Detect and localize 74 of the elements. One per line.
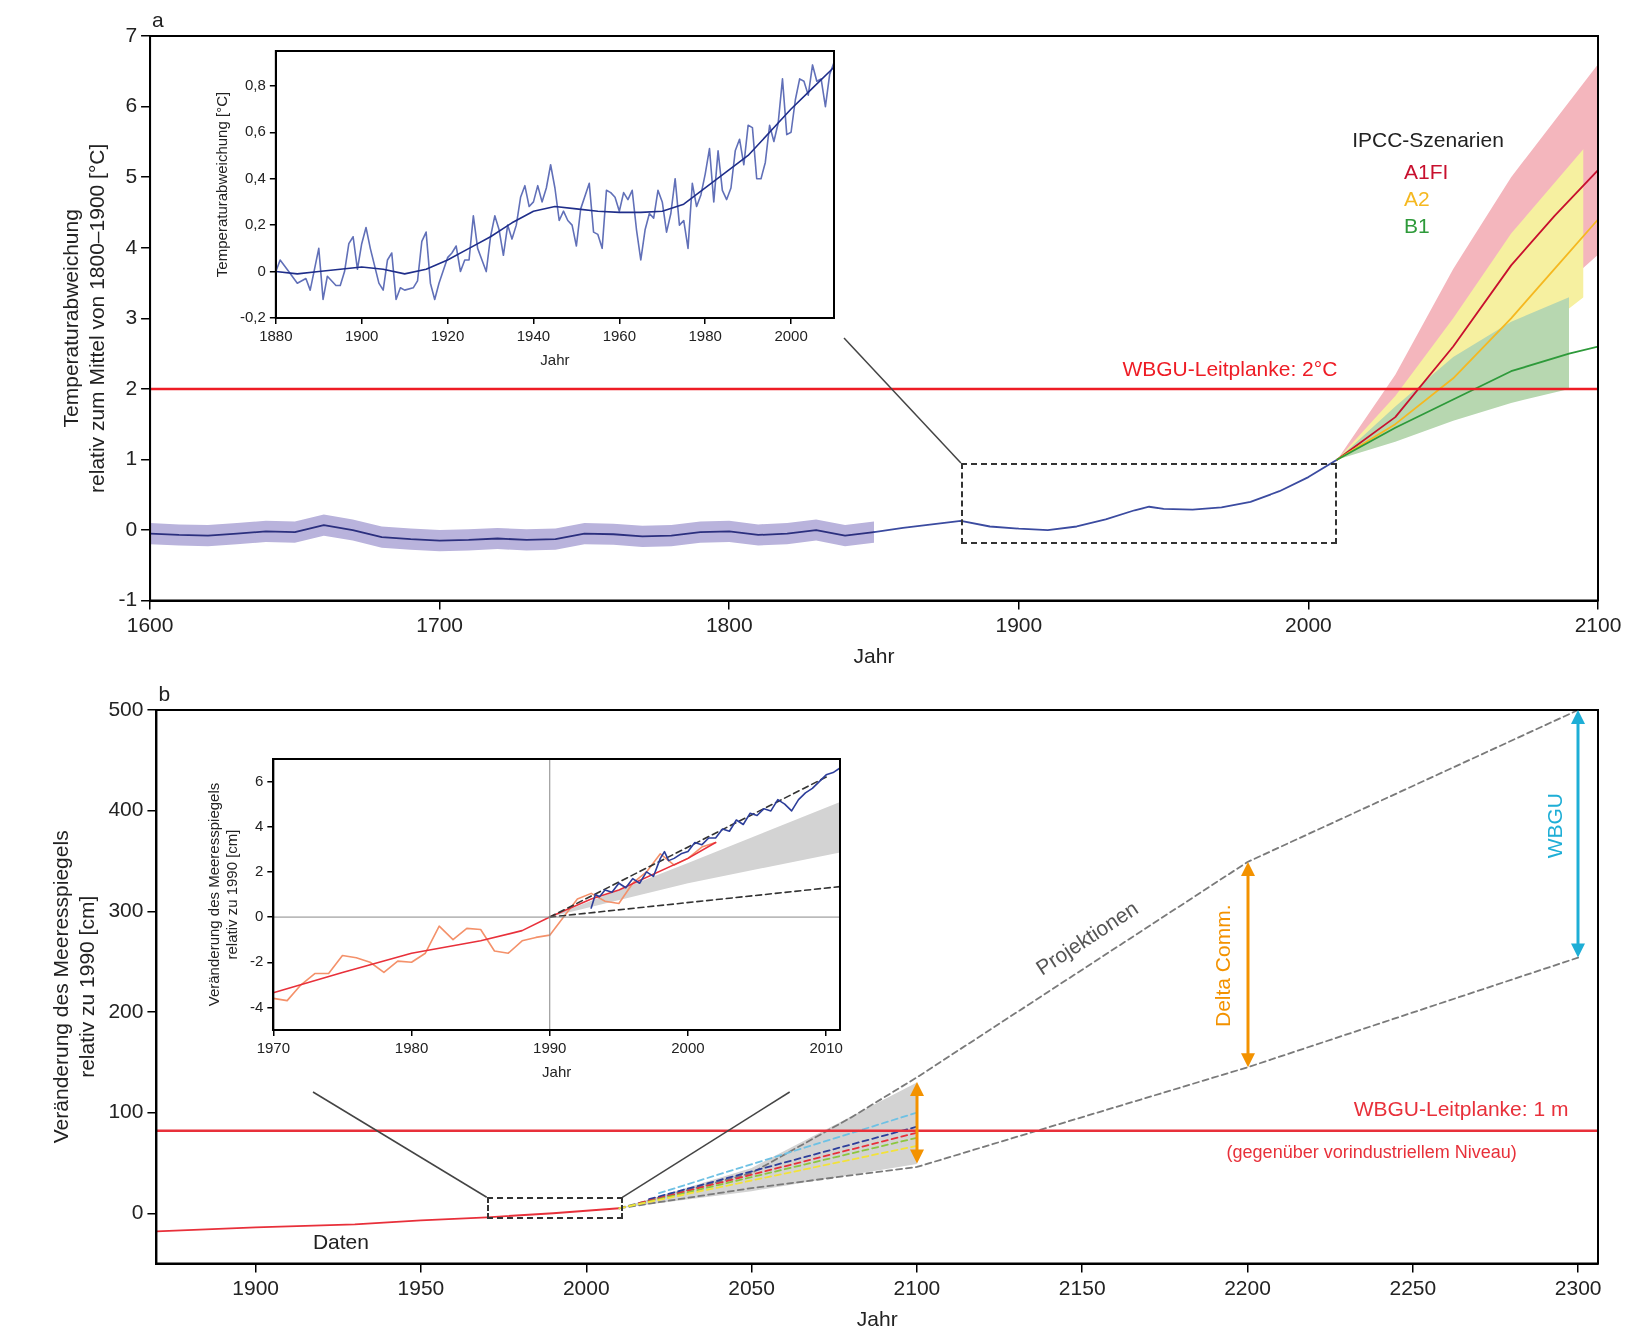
annotation: WBGU-Leitplanke: 1 m (1353, 1097, 1569, 1121)
y-tick-label: 0 (125, 516, 138, 540)
y-tick-label: 4 (125, 234, 138, 258)
x-axis-title: Jahr (856, 1307, 898, 1331)
text: B1 (1404, 213, 1430, 237)
x-tick-label: 1970 (256, 1039, 291, 1057)
x-tick-label: 1700 (416, 613, 464, 636)
y-tick-label: 100 (108, 1099, 144, 1123)
y-axis-title: Temperaturabweichung relativ zum Mittel von 1800–1900 [°C] (59, 143, 108, 493)
annotation: Daten (312, 1230, 369, 1254)
annotation: Delta Comm. (1211, 904, 1235, 1028)
y-tick-label: 500 (108, 696, 144, 720)
y-tick-label: 7 (125, 22, 138, 46)
x-axis-title: Jahr (542, 1063, 572, 1081)
y-axis-title: Veränderung des Meeresspiegels relativ zu 1990 [cm] (49, 830, 98, 1144)
x-tick-label: 2150 (1058, 1276, 1106, 1299)
y-axis-title: Temperaturabweichung [°C] (213, 91, 231, 278)
x-tick-label: 1920 (430, 327, 465, 345)
y-tick-label: 4 (254, 816, 264, 834)
y-tick-label: 0 (131, 1200, 144, 1224)
y-tick-label: 3 (125, 305, 138, 329)
y-tick-label: 0,2 (244, 215, 266, 233)
y-tick-label: 2 (125, 375, 138, 399)
text: A1FI (1404, 159, 1449, 183)
x-tick-label: 2000 (671, 1039, 705, 1057)
x-tick-label: 1900 (232, 1276, 279, 1299)
y-tick-label: 2 (254, 862, 264, 880)
y-tick-label: 0,8 (244, 75, 266, 93)
y-tick-label: 0 (254, 907, 264, 925)
x-tick-label: 1950 (397, 1276, 445, 1299)
x-tick-label: 1600 (126, 613, 174, 636)
y-tick-label: 5 (125, 163, 138, 187)
x-tick-label: 2010 (809, 1039, 843, 1057)
y-tick-label: 6 (125, 93, 138, 117)
x-tick-label: 2000 (562, 1276, 610, 1299)
ref-line-label: WBGU-Leitplanke: 2°C (1122, 357, 1338, 381)
y-tick-label: 300 (108, 898, 144, 922)
x-tick-label: 1900 (345, 327, 379, 345)
y-tick-label: 0,4 (244, 168, 266, 186)
y-axis-title: Veränderung des Meeresspiegels relativ zu 1990 [cm] (205, 782, 241, 1007)
text: A2 (1404, 186, 1430, 210)
x-tick-label: 2100 (893, 1276, 941, 1299)
y-tick-label: 200 (108, 998, 144, 1022)
y-tick-label: -1 (118, 587, 138, 611)
x-tick-label: 2200 (1224, 1276, 1271, 1299)
x-tick-label: 2000 (774, 327, 808, 345)
y-tick-label: -2 (249, 952, 264, 970)
y-tick-label: 6 (254, 771, 264, 789)
x-tick-label: 1960 (602, 327, 637, 345)
x-tick-label: 1990 (533, 1039, 567, 1057)
text: a (152, 8, 165, 32)
x-tick-label: 1900 (995, 613, 1043, 636)
x-tick-label: 1980 (688, 327, 722, 345)
annotation: (gegenüber vorindustriellem Niveau) (1226, 1141, 1517, 1162)
annotation: WBGU (1542, 793, 1566, 859)
x-tick-label: 2250 (1389, 1276, 1437, 1299)
x-axis-title: Jahr (540, 351, 570, 369)
x-tick-label: 1940 (516, 327, 551, 345)
x-tick-label: 2100 (1574, 613, 1622, 636)
y-tick-label: -4 (249, 997, 264, 1015)
text: b (158, 682, 171, 706)
x-tick-label: 1980 (394, 1039, 429, 1057)
x-tick-label: 1880 (259, 327, 293, 345)
y-tick-label: 400 (108, 797, 144, 821)
y-tick-label: 0 (257, 261, 266, 279)
x-tick-label: 2300 (1554, 1276, 1602, 1299)
x-tick-label: 2000 (1285, 613, 1332, 636)
y-tick-label: 1 (125, 446, 138, 470)
x-axis-title: Jahr (853, 644, 895, 668)
x-tick-label: 2050 (728, 1276, 775, 1299)
legend-title: IPCC-Szenarien (1352, 127, 1504, 151)
y-tick-label: 0,6 (244, 122, 266, 140)
x-tick-label: 1800 (705, 613, 753, 636)
y-tick-label: -0,2 (239, 308, 266, 326)
